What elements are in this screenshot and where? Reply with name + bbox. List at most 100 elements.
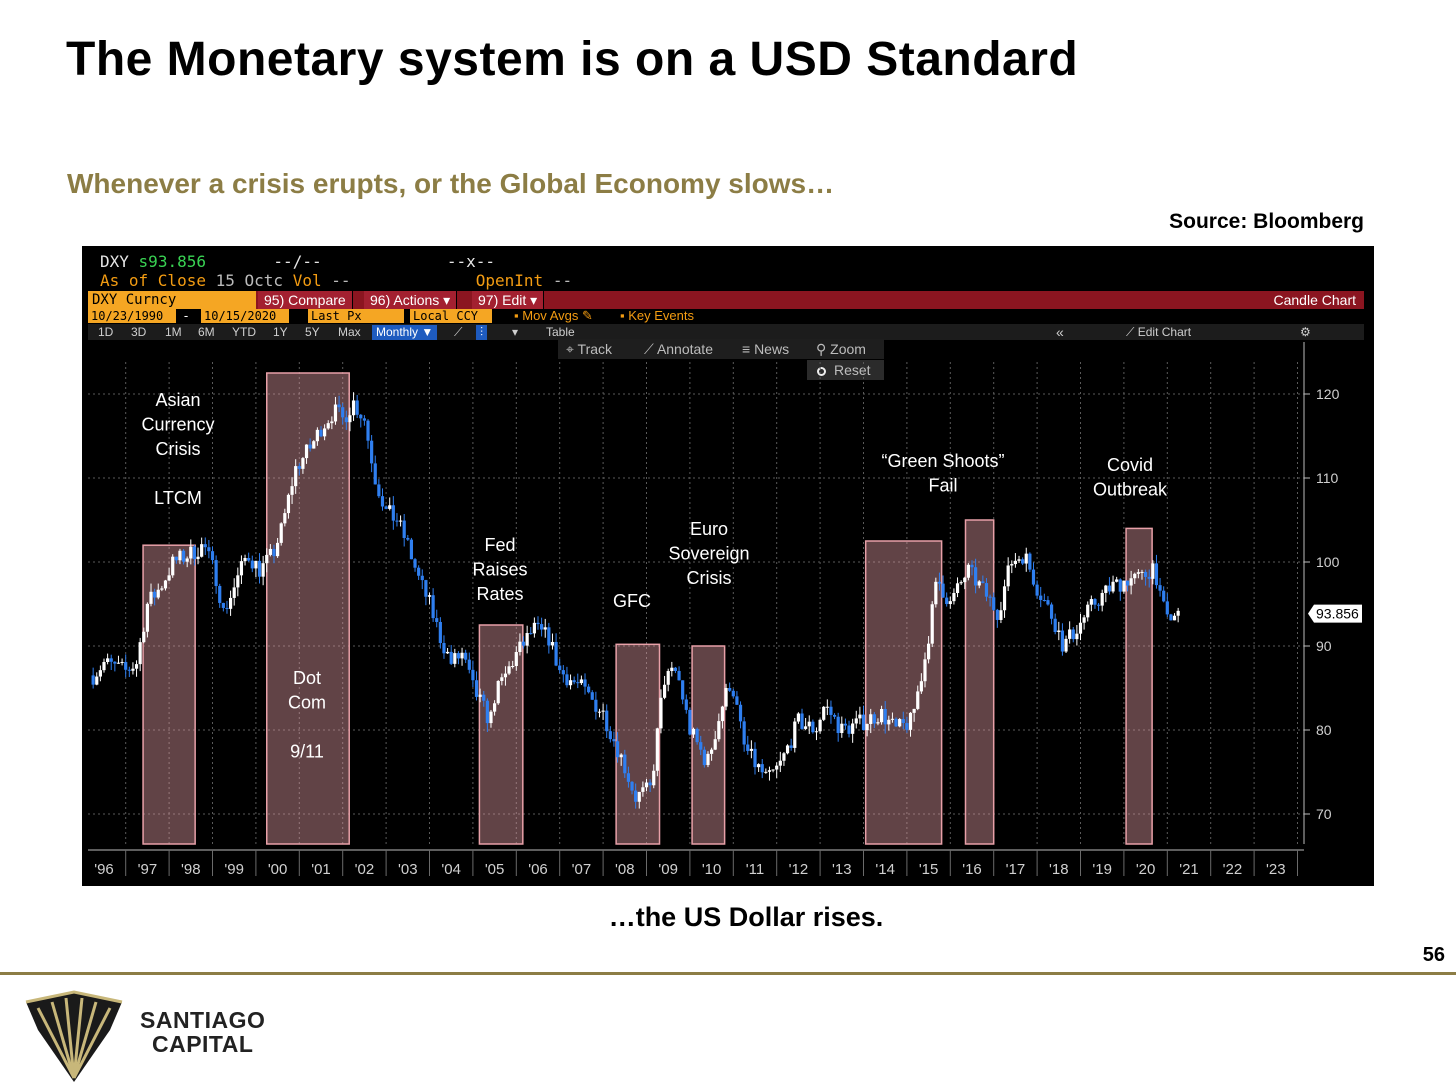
candle-up	[131, 668, 135, 671]
end-date-field[interactable]: 10/15/2020	[201, 309, 289, 323]
period-1d[interactable]: 1D	[98, 325, 114, 339]
period-6m[interactable]: 6M	[198, 325, 215, 339]
x-tick-label: '07	[572, 861, 592, 878]
candle-down	[883, 709, 887, 725]
candle-down	[811, 721, 815, 733]
key-events-label: Key Events	[628, 308, 694, 323]
candle-down	[594, 699, 598, 712]
candle-up	[749, 748, 753, 751]
annotate-tool[interactable]: ⟋ Annotate	[644, 341, 713, 357]
candle-down	[1071, 629, 1075, 640]
candle-down	[308, 444, 312, 449]
candle-down	[738, 704, 743, 722]
candle-down	[482, 694, 486, 701]
candle-down	[612, 739, 616, 742]
edit-button[interactable]: 97) Edit ▾	[472, 291, 545, 309]
candle-up	[518, 641, 522, 653]
candle-up	[1104, 585, 1108, 593]
actions-button[interactable]: 96) Actions ▾	[364, 291, 458, 309]
candle-up	[1172, 615, 1177, 621]
start-date-field[interactable]: 10/23/1990	[88, 309, 176, 323]
candle-up	[189, 546, 193, 559]
x-tick-label: '11	[746, 861, 764, 878]
candle-down	[319, 429, 323, 437]
candle-down	[630, 781, 634, 791]
table-button[interactable]: Table	[546, 325, 575, 339]
candle-chart-icon[interactable]: ⫶	[476, 325, 488, 340]
candle-up	[655, 728, 659, 771]
candle-up	[876, 722, 880, 724]
reset-button[interactable]: Reset	[807, 360, 884, 380]
candle-up	[908, 712, 913, 730]
candle-up	[568, 680, 573, 686]
period-1y[interactable]: 1Y	[273, 325, 288, 339]
candle-down	[937, 581, 942, 584]
period-3d[interactable]: 3D	[131, 325, 147, 339]
candle-up	[1013, 560, 1017, 565]
candle-up	[163, 580, 168, 589]
line-chart-icon[interactable]: ⟋	[454, 325, 463, 339]
period-ytd[interactable]: YTD	[232, 325, 256, 339]
key-events-toggle[interactable]: ▪ Key Events	[620, 308, 694, 323]
candle-down	[536, 622, 540, 625]
candle-up	[724, 688, 728, 707]
frequency-select[interactable]: Monthly ▼	[372, 325, 438, 340]
news-tool[interactable]: ≡ News	[742, 341, 789, 357]
candle-down	[1049, 604, 1054, 619]
candle-down	[370, 440, 374, 464]
chevron-down-icon[interactable]: ▾	[512, 325, 519, 339]
currency-select[interactable]: Local CCY	[410, 309, 492, 323]
period-max[interactable]: Max	[338, 325, 361, 339]
candle-down	[702, 749, 706, 766]
candle-up	[869, 714, 873, 724]
candle-down	[485, 700, 489, 724]
crisis-label-line: Euro	[690, 519, 728, 539]
zoom-tool[interactable]: ⚲ Zoom	[816, 341, 866, 357]
crisis-label-line: Currency	[141, 415, 214, 435]
candle-up	[326, 423, 330, 429]
candle-up	[268, 548, 272, 555]
x-tick-label: '17	[1006, 861, 1026, 878]
candle-down	[1107, 585, 1112, 592]
gear-icon[interactable]: ⚙	[1300, 325, 1311, 339]
mov-avgs-toggle[interactable]: ▪ Mov Avgs ✎	[514, 308, 593, 323]
candle-up	[840, 723, 844, 734]
crisis-label-line: Rates	[476, 584, 523, 604]
candle-up	[398, 520, 403, 522]
x-tick-label: '03	[398, 861, 418, 878]
edit-chart-button[interactable]: ⟋ Edit Chart	[1126, 325, 1191, 340]
candle-up	[858, 714, 862, 719]
candle-down	[391, 505, 395, 521]
candle-down	[1042, 600, 1046, 602]
y-tick-label: 100	[1316, 554, 1340, 570]
candle-up	[254, 560, 258, 569]
candle-up	[276, 542, 280, 557]
candle-up	[348, 415, 352, 423]
candle-up	[171, 556, 175, 576]
candle-down	[438, 622, 442, 644]
period-5y[interactable]: 5Y	[305, 325, 320, 339]
candle-down	[529, 633, 533, 635]
track-tool[interactable]: ⌖ Track	[566, 341, 612, 357]
candle-down	[1125, 580, 1130, 586]
crisis-label-line	[304, 717, 309, 737]
compare-button[interactable]: 95) Compare	[258, 291, 353, 309]
period-1m[interactable]: 1M	[165, 325, 182, 339]
candle-up	[120, 661, 124, 663]
candle-down	[174, 556, 178, 561]
openint-value: --	[552, 271, 573, 290]
candle-down	[673, 667, 678, 671]
candle-up	[489, 711, 493, 724]
price-field-select[interactable]: Last Px	[308, 309, 404, 323]
crisis-label-line: Covid	[1107, 455, 1153, 475]
candle-up	[550, 641, 555, 646]
candle-up	[134, 664, 139, 669]
candle-up	[236, 575, 240, 588]
candle-up	[644, 782, 649, 788]
security-field[interactable]: DXY Curncy	[88, 291, 256, 309]
crisis-label: “Green Shoots” Fail	[881, 451, 1004, 496]
collapse-icon[interactable]: «	[1056, 324, 1064, 340]
x-tick-label: '19	[1092, 861, 1112, 878]
candle-down	[677, 670, 681, 681]
candle-up	[1122, 580, 1126, 592]
